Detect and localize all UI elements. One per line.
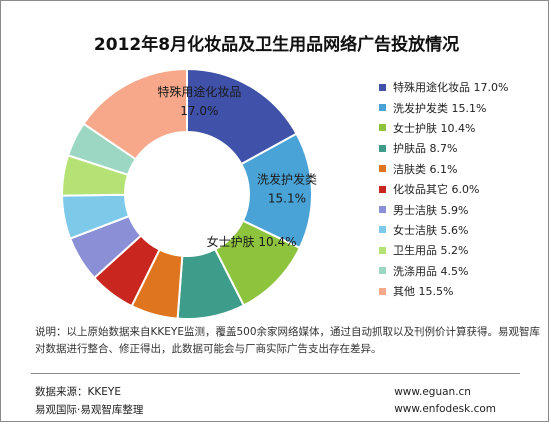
compiled-by: 易观国际·易观智库整理 <box>35 404 144 416</box>
legend-item-1: 特殊用途化妆品 17.0% <box>379 77 508 97</box>
footer-divider <box>31 373 520 374</box>
site-url-enfodesk[interactable]: www.enfodesk.com <box>394 403 496 415</box>
footer-source-block: 数据来源：KKEYE 易观国际·易观智库整理 <box>35 383 143 419</box>
legend-label: 洁肤类 6.1% <box>393 162 458 176</box>
legend-label: 洗发护发类 15.1% <box>393 101 487 115</box>
chart-legend: 特殊用途化妆品 17.0% 洗发护发类 15.1% 女士护肤 10.4% 护肤品 8.… <box>379 77 508 301</box>
legend-item-3: 女士护肤 10.4% <box>379 118 508 138</box>
footer-links: www.eguan.cn www.enfodesk.com <box>394 384 496 418</box>
legend-item-5: 洁肤类 6.1% <box>379 159 508 179</box>
legend-item-11: 其他 15.5% <box>379 281 508 301</box>
legend-swatch <box>379 185 386 193</box>
legend-label: 其他 15.5% <box>393 285 454 299</box>
legend-swatch <box>379 124 386 132</box>
legend-swatch <box>379 83 386 91</box>
legend-swatch <box>379 246 386 254</box>
legend-item-10: 洗涤用品 4.5% <box>379 261 508 281</box>
legend-label: 护肤品 8.7% <box>393 142 458 156</box>
data-label-name-1: 特殊用途化妆品 <box>157 84 241 99</box>
chart-note: 说明：以上原始数据来自KKEYE监测，覆盖500余家网络媒体，通过自动抓取以及刊… <box>35 326 540 355</box>
legend-swatch <box>379 206 386 214</box>
site-url-eguan[interactable]: www.eguan.cn <box>394 386 471 398</box>
legend-label: 男士洁肤 5.9% <box>393 203 469 217</box>
legend-swatch <box>379 104 386 112</box>
legend-label: 卫生用品 5.2% <box>393 244 469 258</box>
legend-swatch <box>379 287 386 295</box>
legend-item-9: 卫生用品 5.2% <box>379 240 508 260</box>
legend-label: 女士洁肤 5.6% <box>393 223 469 237</box>
legend-item-4: 护肤品 8.7% <box>379 138 508 158</box>
legend-label: 特殊用途化妆品 17.0% <box>393 81 509 95</box>
data-label-name-2: 洗发护发类 <box>257 171 317 186</box>
donut-slice-11 <box>82 67 188 161</box>
legend-item-7: 男士洁肤 5.9% <box>379 199 508 219</box>
chart-title: 2012年8月化妆品及卫生用品网络广告投放情况 <box>93 35 460 55</box>
data-label-value-2: 15.1% <box>268 191 306 205</box>
data-label-value-1: 17.0% <box>180 104 218 118</box>
legend-item-2: 洗发护发类 15.1% <box>379 97 508 117</box>
legend-swatch <box>379 144 386 152</box>
legend-label: 女士护肤 10.4% <box>393 121 476 135</box>
legend-item-6: 化妆品其它 6.0% <box>379 179 508 199</box>
data-source: 数据来源：KKEYE <box>35 386 121 398</box>
data-label-name-3: 女士护肤 10.4% <box>207 234 297 249</box>
legend-label: 化妆品其它 6.0% <box>393 183 480 197</box>
legend-item-8: 女士洁肤 5.6% <box>379 220 508 240</box>
legend-swatch <box>379 226 386 234</box>
legend-swatch <box>379 267 386 275</box>
legend-label: 洗涤用品 4.5% <box>393 264 469 278</box>
legend-swatch <box>379 165 386 173</box>
